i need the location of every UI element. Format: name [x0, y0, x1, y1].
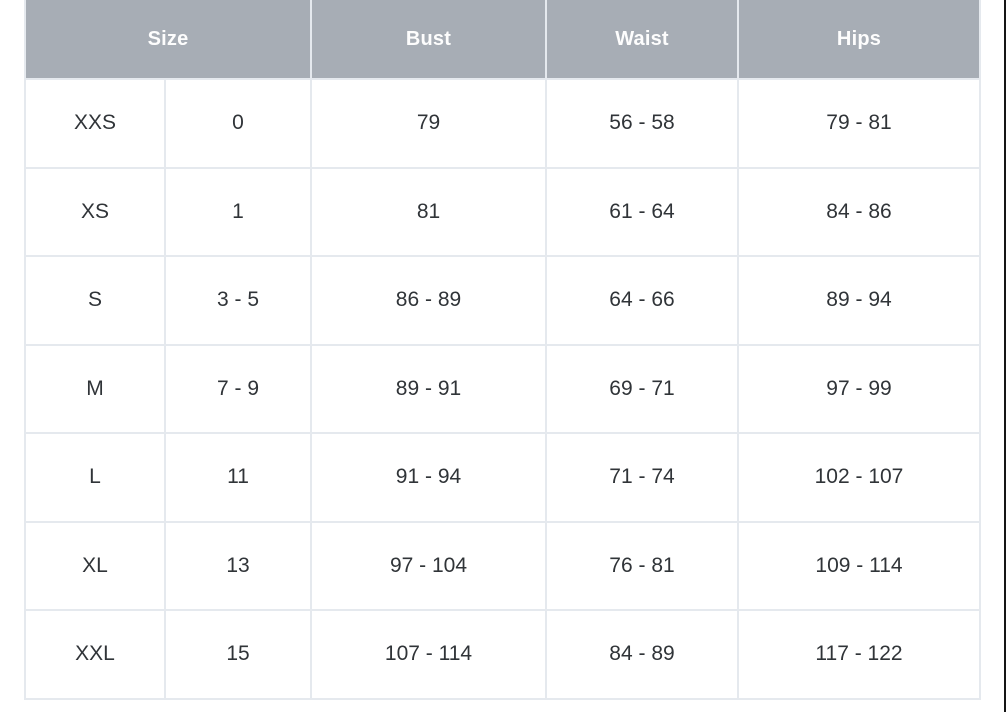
cell-hips: 89 - 94 — [739, 257, 979, 344]
header-hips: Hips — [739, 0, 979, 78]
cell-waist: 76 - 81 — [547, 522, 737, 609]
cell-waist: 69 - 71 — [547, 345, 737, 432]
cell-size-alpha: XXS — [26, 80, 164, 167]
cell-waist: 56 - 58 — [547, 80, 737, 167]
cell-waist: 84 - 89 — [547, 611, 737, 698]
cell-size-num: 1 — [166, 168, 310, 255]
cell-waist: 64 - 66 — [547, 257, 737, 344]
size-chart-table: Size Bust Waist Hips XXS 0 79 56 - 58 79… — [24, 0, 981, 700]
header-bust: Bust — [312, 0, 545, 78]
cell-hips: 109 - 114 — [739, 522, 979, 609]
cell-size-alpha: M — [26, 345, 164, 432]
cell-bust: 86 - 89 — [312, 257, 545, 344]
cell-size-num: 7 - 9 — [166, 345, 310, 432]
cell-size-num: 3 - 5 — [166, 257, 310, 344]
cell-size-alpha: L — [26, 434, 164, 521]
cell-bust: 79 — [312, 80, 545, 167]
cell-size-num: 15 — [166, 611, 310, 698]
header-waist: Waist — [547, 0, 737, 78]
cell-size-alpha: XL — [26, 522, 164, 609]
cell-size-num: 0 — [166, 80, 310, 167]
cell-hips: 117 - 122 — [739, 611, 979, 698]
cell-hips: 97 - 99 — [739, 345, 979, 432]
cell-size-alpha: XS — [26, 168, 164, 255]
right-edge-divider — [1004, 0, 1006, 712]
cell-waist: 71 - 74 — [547, 434, 737, 521]
cell-bust: 107 - 114 — [312, 611, 545, 698]
header-size: Size — [26, 0, 310, 78]
cell-size-alpha: XXL — [26, 611, 164, 698]
cell-bust: 91 - 94 — [312, 434, 545, 521]
cell-hips: 102 - 107 — [739, 434, 979, 521]
cell-waist: 61 - 64 — [547, 168, 737, 255]
cell-bust: 97 - 104 — [312, 522, 545, 609]
cell-size-alpha: S — [26, 257, 164, 344]
cell-size-num: 11 — [166, 434, 310, 521]
cell-bust: 89 - 91 — [312, 345, 545, 432]
cell-size-num: 13 — [166, 522, 310, 609]
cell-bust: 81 — [312, 168, 545, 255]
cell-hips: 79 - 81 — [739, 80, 979, 167]
cell-hips: 84 - 86 — [739, 168, 979, 255]
